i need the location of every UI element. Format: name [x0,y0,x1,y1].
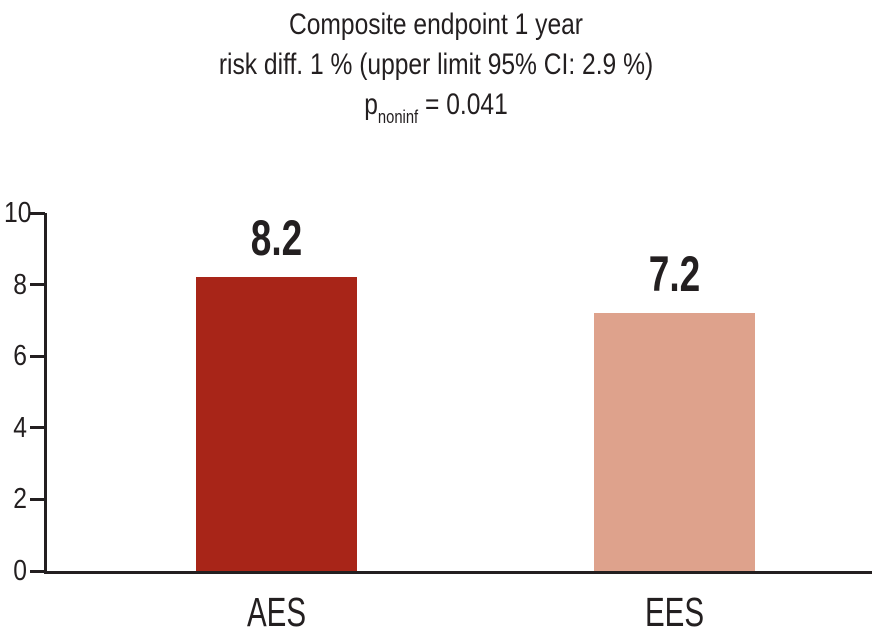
chart-title-line1: Composite endpoint 1 year [288,8,584,41]
p-value: = 0.041 [418,88,508,121]
y-tick-mark [30,354,45,358]
chart-title-line2: risk diff. 1 % (upper limit 95% CI: 2.9 … [218,48,654,81]
chart-title: Composite endpoint 1 year risk diff. 1 %… [0,5,872,128]
y-axis-line [44,213,47,574]
y-tick-label: 2 [13,483,27,516]
x-category-label: EES [644,589,705,635]
y-tick-mark [30,426,45,430]
p-subscript: noninf [377,107,419,127]
y-tick-mark [30,497,45,501]
y-tick-mark [30,211,45,215]
x-axis-line [44,571,872,574]
bar [594,313,755,571]
bar [196,277,357,571]
x-category-label: AES [246,589,307,635]
bar-value-label: 7.2 [648,246,701,303]
p-symbol: p [364,88,378,121]
y-tick-mark [30,569,45,573]
y-tick-mark [30,283,45,287]
y-tick-label: 8 [13,268,27,301]
y-tick-label: 6 [13,340,27,373]
y-tick-label: 10 [4,197,32,229]
y-tick-label: 4 [13,411,27,444]
bar-value-label: 8.2 [250,210,303,267]
chart-title-line3: pnoninf = 0.041 [78,85,793,128]
y-tick-label: 0 [13,555,27,587]
